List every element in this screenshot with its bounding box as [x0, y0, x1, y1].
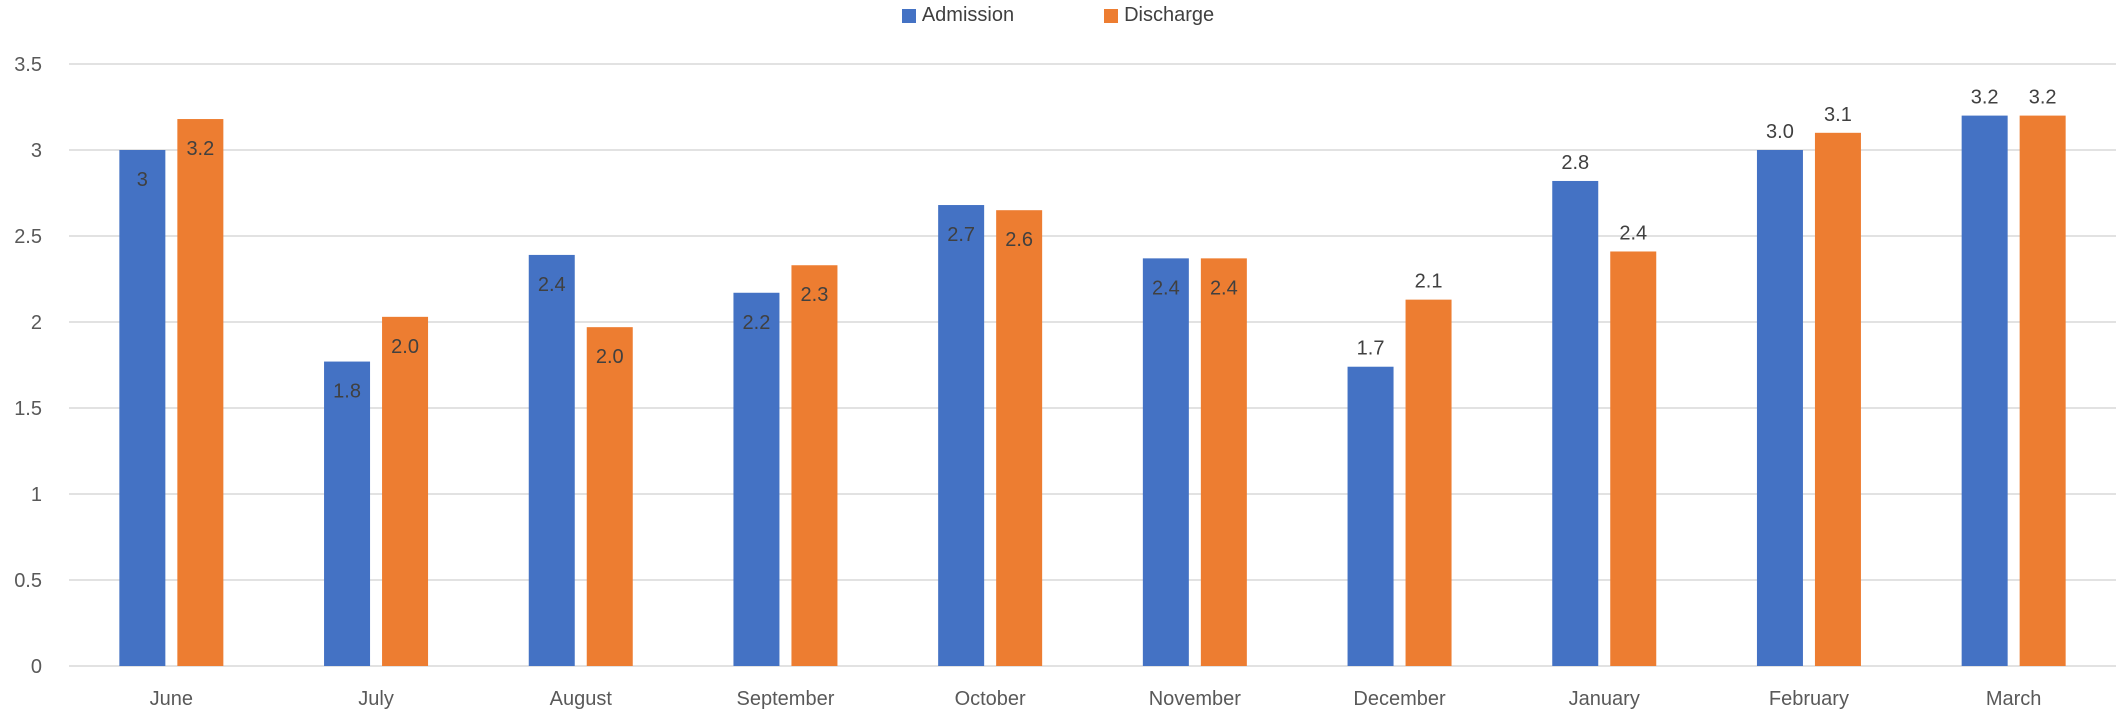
y-tick-label: 0	[31, 656, 42, 678]
x-tick-label: September	[737, 688, 835, 710]
bar-discharge	[1814, 132, 1861, 667]
bar-discharge	[996, 210, 1043, 666]
data-label: 2.8	[1561, 152, 1589, 174]
y-tick-label: 2.5	[14, 226, 42, 248]
bar-admission	[1347, 366, 1394, 666]
data-label: 3.0	[1766, 121, 1794, 143]
y-tick-label: 0.5	[14, 570, 42, 592]
data-labels: 3 3.2 1.8 2.0 2.4 2.0 2.2 2.3 2.7 2.6 2.4 2.4 1.7 2.1…	[137, 87, 2057, 403]
legend-label-admission: Admission	[921, 4, 1015, 26]
x-tick-label: December	[1353, 688, 1446, 710]
data-label: 2.6	[1005, 229, 1033, 251]
bars	[119, 115, 2066, 667]
bar-admission	[733, 292, 780, 666]
y-tick-label: 3.5	[14, 54, 42, 76]
bar-discharge	[1610, 251, 1657, 667]
bar-admission	[528, 254, 575, 667]
data-label: 3.1	[1824, 104, 1852, 126]
bar-admission	[119, 150, 166, 666]
y-tick-label: 3	[31, 140, 42, 162]
y-axis-ticks: 0 0.5 1 1.5 2 2.5 3 3.5	[14, 54, 42, 678]
data-label: 1.7	[1357, 338, 1385, 360]
legend: Admission Discharge	[0, 4, 2116, 27]
data-label: 2.4	[1210, 277, 1238, 299]
legend-item-admission: Admission	[901, 4, 1015, 27]
x-tick-label: February	[1769, 688, 1849, 710]
data-label: 2.4	[1619, 222, 1647, 244]
bar-discharge	[177, 119, 224, 667]
y-tick-label: 2	[31, 312, 42, 334]
bar-discharge	[586, 327, 633, 666]
x-tick-label: July	[358, 688, 394, 710]
data-label: 2.2	[743, 312, 771, 334]
data-label: 3.2	[1971, 87, 1999, 109]
legend-swatch-discharge	[1104, 8, 1119, 23]
y-tick-label: 1.5	[14, 398, 42, 420]
data-label: 2.7	[947, 224, 975, 246]
data-label: 2.3	[801, 284, 829, 306]
legend-swatch-admission	[901, 8, 916, 23]
x-tick-label: January	[1569, 688, 1640, 710]
bar-discharge	[791, 265, 838, 666]
data-label: 1.8	[333, 381, 361, 403]
data-label: 2.1	[1415, 271, 1443, 293]
bar-discharge	[2019, 115, 2066, 667]
y-tick-label: 1	[31, 484, 42, 506]
bar-discharge	[1405, 299, 1452, 666]
legend-item-discharge: Discharge	[1104, 4, 1214, 27]
bar-admission	[938, 205, 985, 667]
bar-discharge	[1200, 258, 1247, 666]
bar-admission	[324, 361, 371, 666]
x-tick-label: June	[150, 688, 193, 710]
data-label: 2.4	[538, 274, 566, 296]
x-axis-ticks: June July August September October November De…	[150, 688, 2042, 710]
data-label: 3.2	[186, 138, 214, 160]
data-label: 3	[137, 169, 148, 191]
data-label: 3.2	[2029, 87, 2057, 109]
gridlines	[69, 63, 2116, 667]
bar-admission	[1552, 180, 1599, 666]
bar-admission	[1756, 150, 1803, 666]
bar-discharge	[382, 316, 429, 666]
bar-admission	[1961, 115, 2008, 667]
x-tick-label: March	[1986, 688, 2042, 710]
data-label: 2.0	[391, 336, 419, 358]
x-tick-label: November	[1149, 688, 1242, 710]
data-label: 2.4	[1152, 277, 1180, 299]
x-tick-label: October	[955, 688, 1026, 710]
legend-label-discharge: Discharge	[1124, 4, 1215, 26]
x-tick-label: August	[550, 688, 613, 710]
data-label: 2.0	[596, 346, 624, 368]
bar-admission	[1142, 258, 1189, 666]
